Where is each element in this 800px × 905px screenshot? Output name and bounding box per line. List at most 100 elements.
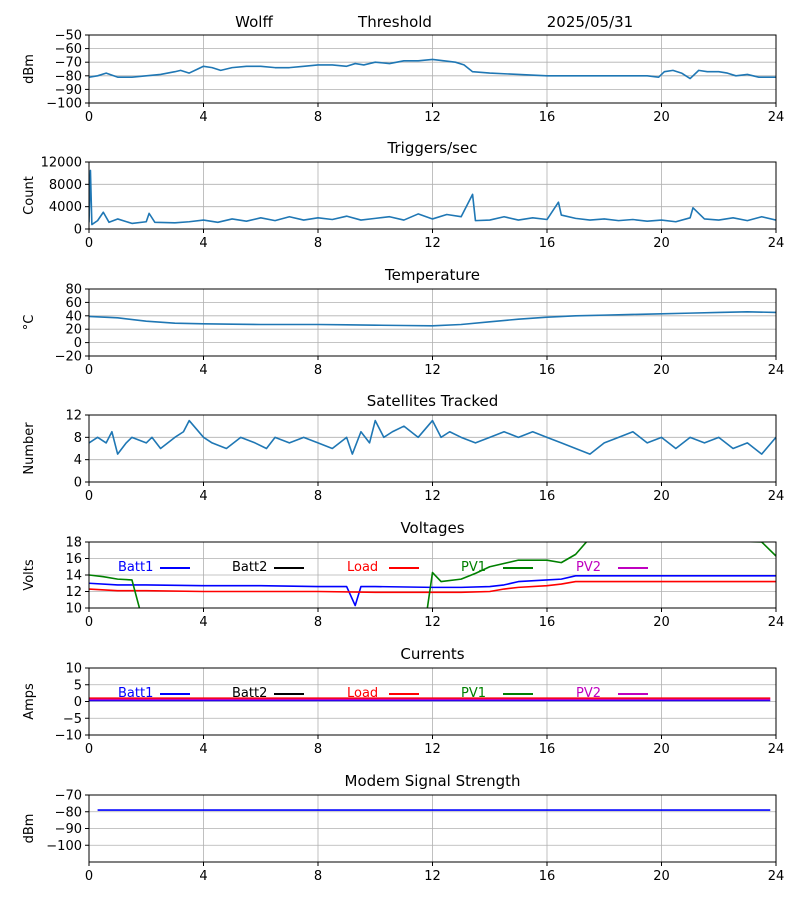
- x-tick-label: 0: [85, 110, 93, 125]
- legend-label: PV2: [576, 560, 601, 575]
- y-tick-label: 8000: [49, 178, 82, 193]
- y-tick-label: 0: [74, 336, 82, 351]
- chart-threshold: 0 4 8 12 16 20 24 −100−90−80−70−60−50 dBm: [22, 29, 784, 126]
- x-tick-label: 8: [314, 615, 322, 630]
- x-tick-label: 12: [424, 869, 441, 884]
- legend-label: PV2: [576, 686, 601, 701]
- y-axis-label: Volts: [22, 559, 37, 591]
- y-axis-label: dBm: [22, 814, 37, 844]
- series-line-satellites: [89, 419, 776, 455]
- x-tick-label: 0: [85, 869, 93, 884]
- x-tick-label: 12: [424, 363, 441, 378]
- x-tick-label: 8: [314, 363, 322, 378]
- x-tick-label: 24: [768, 363, 785, 378]
- x-tick-label: 16: [539, 489, 556, 504]
- x-tick-label: 24: [768, 615, 785, 630]
- x-tick-label: 8: [314, 110, 322, 125]
- x-tick-label: 24: [768, 869, 785, 884]
- y-tick-label: −80: [55, 805, 82, 820]
- legend-label: Load: [347, 560, 378, 575]
- y-tick-label: 5: [74, 678, 82, 693]
- chart-title: Temperature: [384, 266, 480, 284]
- x-tick-label: 20: [653, 869, 670, 884]
- chart-satellites: 0 4 8 12 16 20 24 0 4 8 12 Satellites Tracked Number: [22, 392, 784, 504]
- x-tick-label: 16: [539, 363, 556, 378]
- y-tick-label: 14: [65, 569, 82, 584]
- legend-label: Load: [347, 686, 378, 701]
- x-tick-label: 12: [424, 236, 441, 251]
- legend-label: Batt1: [118, 686, 153, 701]
- y-tick-label: 0: [74, 476, 82, 491]
- y-tick-label: −70: [55, 56, 82, 71]
- y-tick-label: −60: [55, 42, 82, 57]
- legend-label: Batt2: [232, 560, 267, 575]
- y-tick-label: 10: [65, 662, 82, 677]
- y-tick-label: 60: [65, 296, 82, 311]
- x-tick-label: 8: [314, 869, 322, 884]
- x-tick-label: 4: [199, 363, 207, 378]
- x-tick-label: 12: [424, 489, 441, 504]
- y-tick-label: −20: [55, 350, 82, 365]
- x-tick-label: 4: [199, 615, 207, 630]
- x-tick-label: 4: [199, 110, 207, 125]
- y-tick-label: −80: [55, 69, 82, 84]
- x-tick-label: 16: [539, 236, 556, 251]
- y-tick-label: −100: [46, 839, 82, 854]
- x-tick-label: 0: [85, 615, 93, 630]
- x-tick-label: 24: [768, 110, 785, 125]
- x-tick-label: 12: [424, 110, 441, 125]
- y-tick-label: −5: [63, 712, 82, 727]
- y-tick-label: −70: [55, 789, 82, 804]
- x-tick-label: 24: [768, 236, 785, 251]
- legend-label: PV1: [461, 560, 486, 575]
- x-tick-label: 24: [768, 489, 785, 504]
- y-tick-label: 12: [65, 409, 82, 424]
- x-tick-label: 20: [653, 489, 670, 504]
- y-tick-label: 0: [74, 223, 82, 238]
- x-tick-label: 16: [539, 742, 556, 757]
- chart-title: Voltages: [400, 519, 464, 537]
- x-tick-label: 24: [768, 742, 785, 757]
- series-line-triggers: [89, 169, 776, 226]
- x-tick-label: 20: [653, 363, 670, 378]
- y-axis-label: dBm: [22, 54, 37, 84]
- x-tick-label: 20: [653, 110, 670, 125]
- series-line-threshold: [89, 58, 776, 80]
- x-tick-label: 4: [199, 869, 207, 884]
- legend-label: Batt1: [118, 560, 153, 575]
- y-tick-label: −100: [46, 97, 82, 112]
- y-tick-label: −90: [55, 83, 82, 98]
- header-mode: Threshold: [357, 13, 432, 31]
- header-station: Wolff: [235, 13, 273, 31]
- x-tick-label: 0: [85, 742, 93, 757]
- y-tick-label: 12: [65, 585, 82, 600]
- chart-title: Triggers/sec: [387, 139, 478, 157]
- legend-label: PV1: [461, 686, 486, 701]
- series-line-load: [89, 580, 776, 594]
- y-tick-label: 4: [74, 453, 82, 468]
- header-date: 2025/05/31: [547, 13, 633, 31]
- chart-title: Modem Signal Strength: [345, 772, 521, 790]
- x-tick-label: 12: [424, 742, 441, 757]
- y-tick-label: 0: [74, 695, 82, 710]
- y-tick-label: 18: [65, 536, 82, 551]
- chart-modem: 0 4 8 12 16 20 24 −100 −90 −80−70 Modem Signal Str…: [22, 772, 784, 884]
- y-tick-label: 8: [74, 431, 82, 446]
- y-tick-label: 12000: [41, 156, 82, 171]
- y-tick-label: 20: [65, 323, 82, 338]
- y-tick-label: −10: [55, 729, 82, 744]
- x-tick-label: 20: [653, 615, 670, 630]
- x-tick-label: 16: [539, 110, 556, 125]
- y-axis-label: Amps: [22, 683, 37, 720]
- x-tick-label: 0: [85, 236, 93, 251]
- series-line-pv1: [89, 542, 776, 608]
- y-tick-label: 16: [65, 552, 82, 567]
- y-tick-label: 10: [65, 602, 82, 617]
- x-tick-label: 20: [653, 742, 670, 757]
- y-tick-label: −50: [55, 29, 82, 44]
